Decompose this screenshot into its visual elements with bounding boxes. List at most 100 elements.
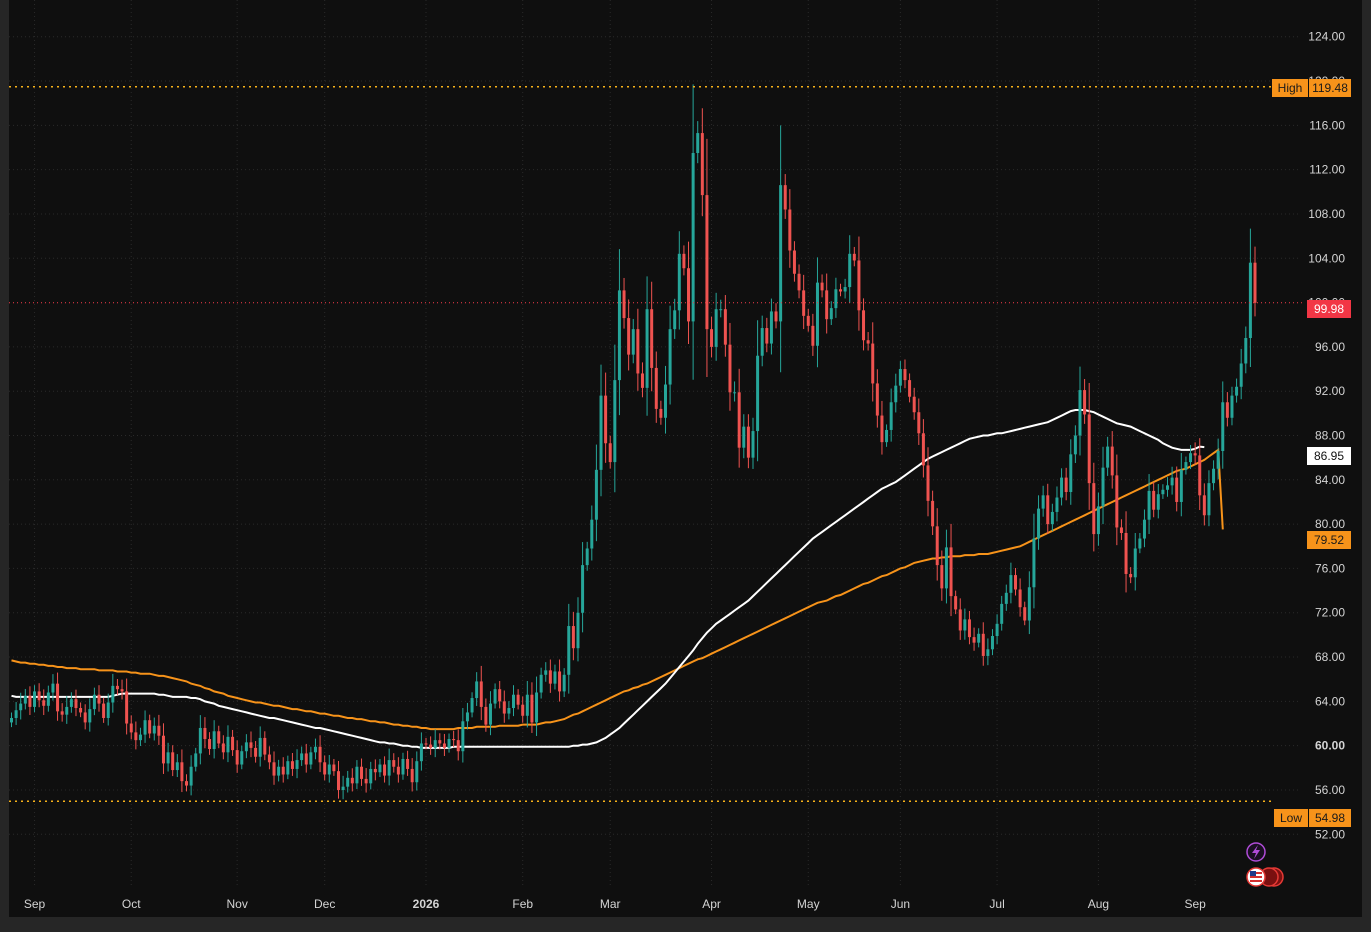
candle-body <box>479 681 483 707</box>
candle-body <box>903 369 907 381</box>
price-tick-label: 72.00 <box>1315 606 1345 620</box>
candle-body <box>1230 395 1234 418</box>
candle-body <box>710 329 714 347</box>
candle-body <box>797 273 801 291</box>
candle-body <box>553 671 557 684</box>
price-tick-label: 64.00 <box>1315 694 1345 708</box>
grid <box>9 0 1299 887</box>
time-tick-label: 2026 <box>413 897 440 911</box>
candle-body <box>208 739 212 750</box>
candle-body <box>410 768 414 783</box>
candle-body <box>217 731 221 744</box>
candle-body <box>240 751 244 765</box>
candle-body <box>1069 454 1073 492</box>
candle-body <box>189 766 193 786</box>
price-chart[interactable]: 52.00 56.00 60.00 64.00 68.00 72.00 76.00 80.00… <box>9 0 1362 917</box>
price-axis[interactable]: 52.00 56.00 60.00 64.00 68.00 72.00 76.00 80.00… <box>1308 30 1345 842</box>
candle-body <box>590 519 594 549</box>
candle-body <box>360 766 364 779</box>
candle-body <box>926 465 930 501</box>
moving-average-slow <box>11 448 1224 731</box>
price-tick-label: 68.00 <box>1315 650 1345 664</box>
candle-body <box>484 706 488 725</box>
candle-body <box>152 725 156 734</box>
time-axis[interactable]: Sep Oct Nov Dec 2026 Feb Mar Apr May Jun Jul Aug Sep <box>24 897 1206 911</box>
candle-body <box>33 691 37 707</box>
candle-body <box>921 433 925 466</box>
us-flag-icon[interactable] <box>1246 867 1284 887</box>
candle-body <box>235 750 239 765</box>
candle-body <box>438 740 442 744</box>
candle-body <box>433 740 437 748</box>
candle-body <box>493 689 497 704</box>
last-price-value: 99.98 <box>1314 302 1344 316</box>
candle-body <box>935 526 939 566</box>
candle-body <box>944 547 948 589</box>
candle-body <box>746 426 750 458</box>
candle-body <box>231 736 235 751</box>
event-icons[interactable] <box>1246 842 1284 887</box>
candle-body <box>92 694 96 710</box>
ma-slow-line <box>11 448 1224 731</box>
candle-body <box>97 694 101 704</box>
candle-body <box>198 727 202 754</box>
candle-body <box>106 702 110 718</box>
candle-body <box>502 701 506 714</box>
candle-body <box>843 287 847 292</box>
candle-body <box>640 373 644 388</box>
candlesticks <box>10 84 1257 800</box>
candle-body <box>811 325 815 346</box>
price-tick-label: 60.00 <box>1315 739 1345 753</box>
price-tick-label: 96.00 <box>1315 340 1345 354</box>
candle-body <box>1221 402 1225 452</box>
candle-body <box>475 681 479 699</box>
candle-body <box>161 735 165 764</box>
candle-body <box>83 712 87 723</box>
candle-body <box>760 328 764 356</box>
candle-body <box>258 737 262 757</box>
candle-body <box>355 766 359 784</box>
time-tick-label: Sep <box>1184 897 1206 911</box>
candle-body <box>1106 446 1110 468</box>
candle-body <box>733 392 737 394</box>
time-tick-label: Mar <box>600 897 621 911</box>
price-badges: High 119.48 99.98 86.95 79.52 Low 54.98 <box>1272 79 1351 827</box>
candle-body <box>1165 485 1169 490</box>
candle-body <box>249 742 253 748</box>
ma-fast-value: 86.95 <box>1314 449 1344 463</box>
candle-body <box>157 725 161 736</box>
ma-fast-line <box>11 409 1205 749</box>
candle-body <box>958 609 962 631</box>
candle-body <box>263 737 267 755</box>
candle-body <box>442 743 446 748</box>
candle-body <box>1248 262 1252 339</box>
candle-body <box>576 612 580 649</box>
candle-body <box>295 760 299 769</box>
candle-body <box>986 649 990 656</box>
candle-body <box>981 633 985 656</box>
candle-body <box>1110 446 1114 476</box>
price-tick-label: 88.00 <box>1315 429 1345 443</box>
candle-body <box>115 685 119 690</box>
candle-body <box>839 289 842 292</box>
candle-body <box>548 670 552 684</box>
candle-body <box>820 282 824 291</box>
candle-body <box>512 694 516 709</box>
candle-body <box>663 384 667 418</box>
candle-body <box>341 786 345 790</box>
candle-body <box>940 565 944 589</box>
candle-body <box>392 760 396 767</box>
lightning-icon[interactable] <box>1246 842 1266 862</box>
candle-body <box>19 703 23 711</box>
candle-body <box>488 703 492 725</box>
candle-body <box>415 761 419 783</box>
candle-body <box>396 766 400 775</box>
candle-body <box>898 369 902 386</box>
candle-body <box>175 762 179 771</box>
candle-body <box>364 778 368 784</box>
candle-body <box>719 309 723 311</box>
candle-body <box>79 708 83 713</box>
candle-body <box>668 329 672 385</box>
candle-body <box>1037 508 1041 539</box>
chart-panel[interactable]: 52.00 56.00 60.00 64.00 68.00 72.00 76.00 80.00… <box>9 0 1362 917</box>
